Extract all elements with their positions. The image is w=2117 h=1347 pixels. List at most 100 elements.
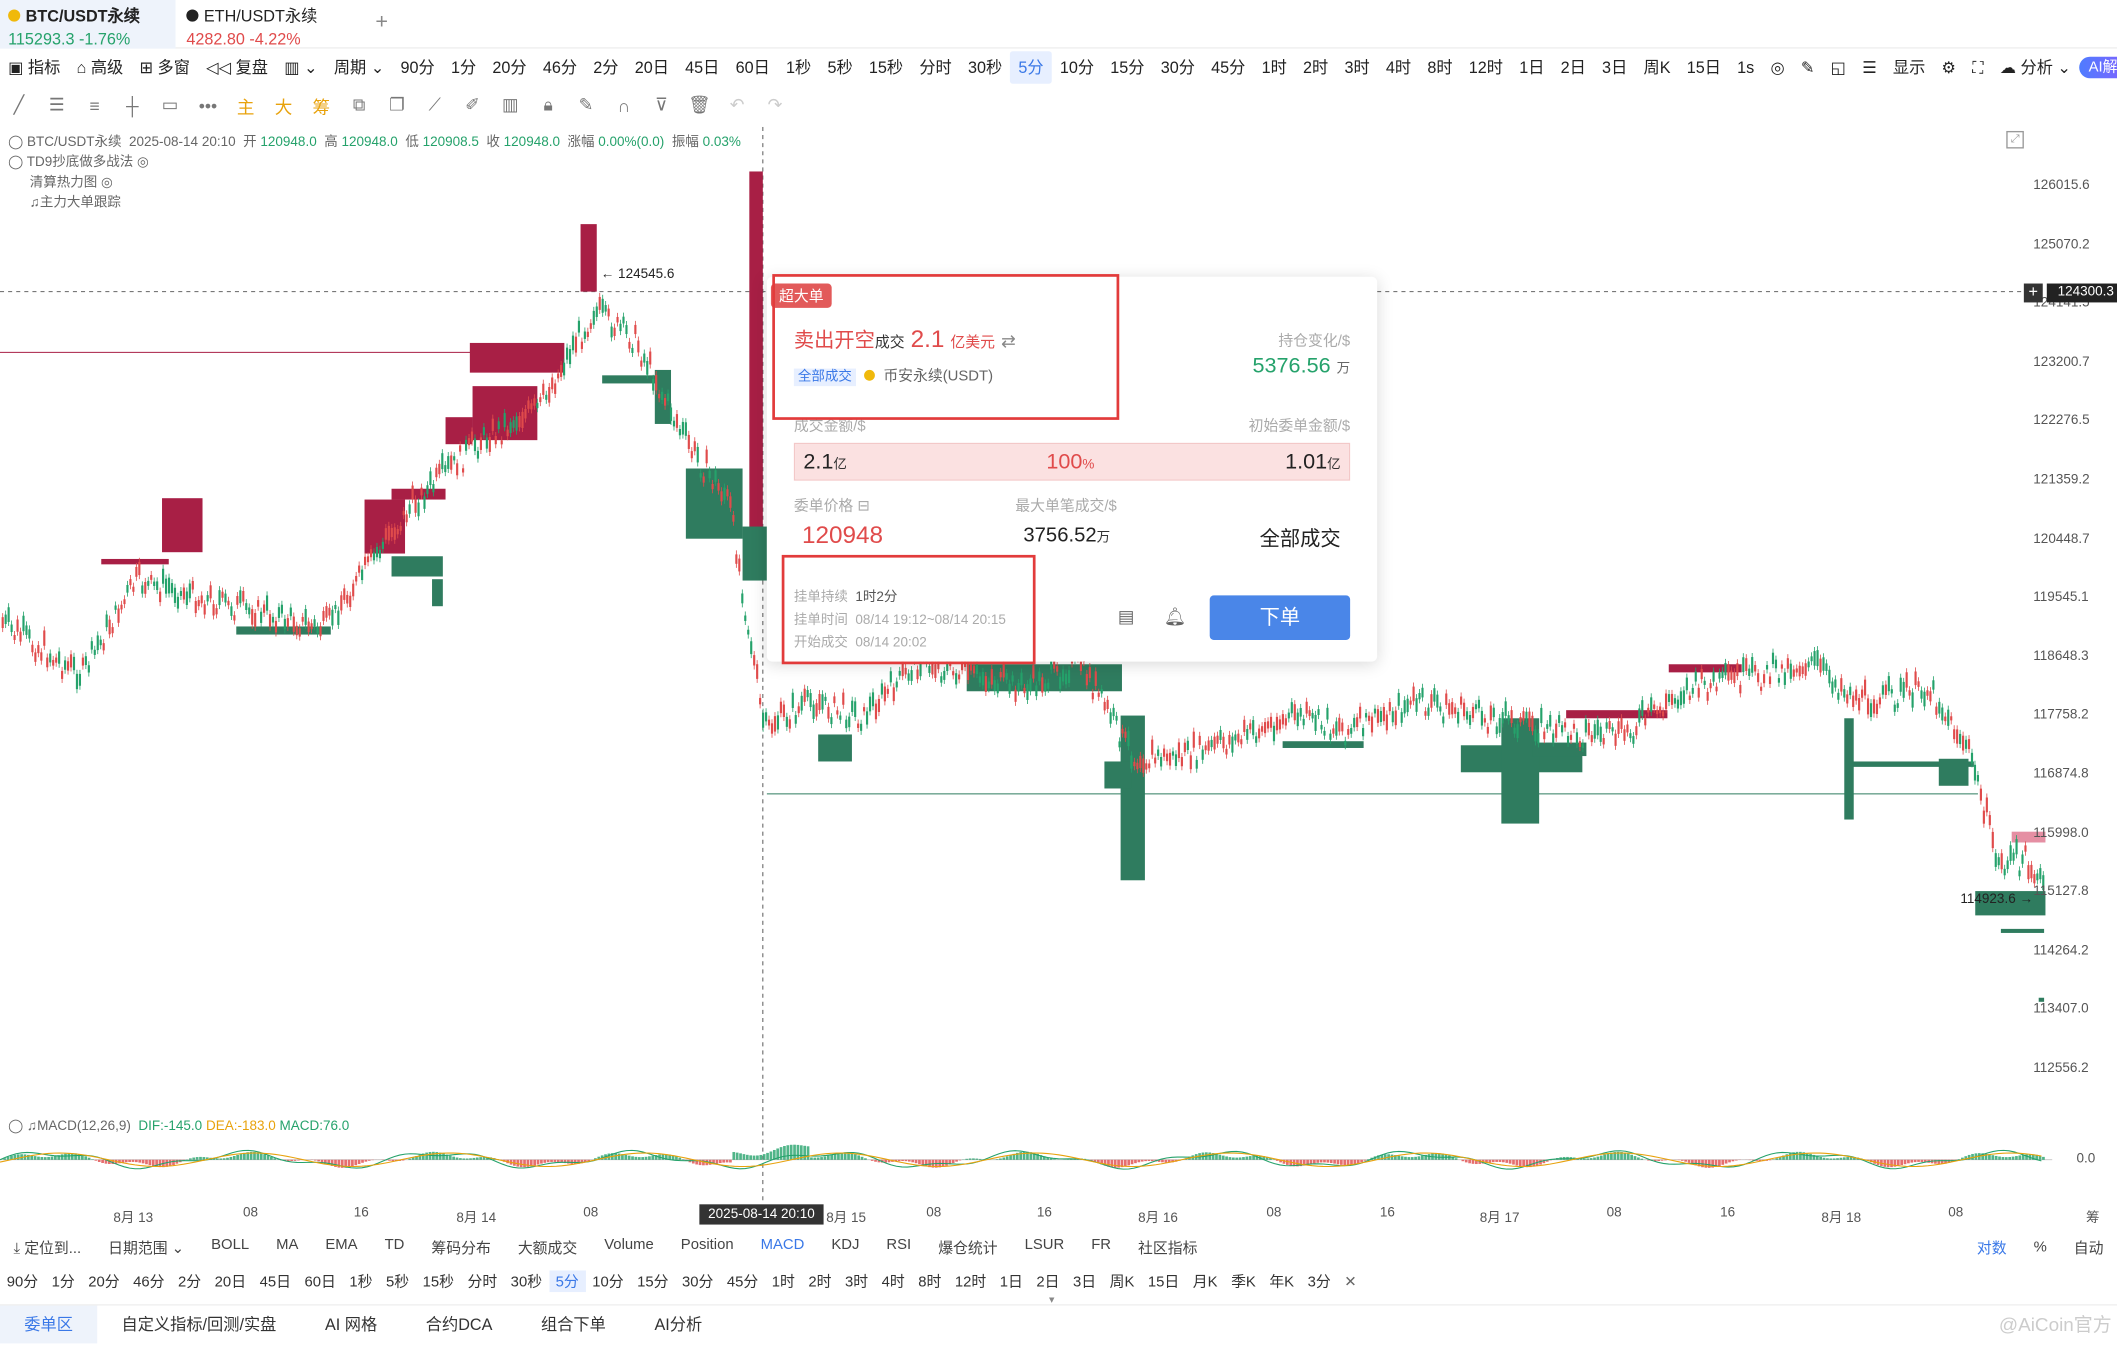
period-item-0[interactable]: 90分 bbox=[400, 58, 435, 77]
auto-toggle[interactable]: 自动 bbox=[2073, 1240, 2104, 1257]
fullscreen-icon[interactable]: ⛶ bbox=[1972, 58, 1984, 77]
add-tab-icon[interactable]: + bbox=[375, 10, 388, 34]
redo-icon[interactable]: ↷ bbox=[767, 94, 783, 115]
period-btn-0[interactable]: 90分 bbox=[6, 1274, 39, 1291]
date-range-dropdown[interactable]: 日期范围 ⌄ bbox=[108, 1240, 185, 1257]
period-btn-1[interactable]: 1分 bbox=[51, 1274, 75, 1291]
period-btn-9[interactable]: 5秒 bbox=[385, 1274, 410, 1291]
period-item-1[interactable]: 1分 bbox=[450, 58, 477, 77]
close-icon[interactable]: ✕ bbox=[1344, 1273, 1357, 1291]
indicator-item-7[interactable]: Position bbox=[680, 1236, 734, 1253]
indicator-item-10[interactable]: RSI bbox=[886, 1236, 912, 1253]
settings-icon[interactable]: ⚙ bbox=[1941, 58, 1957, 77]
period-item-26[interactable]: 3日 bbox=[1602, 58, 1628, 77]
indicator-item-9[interactable]: KDJ bbox=[831, 1236, 860, 1253]
main-toggle[interactable]: 主 bbox=[236, 96, 255, 117]
period-btn-15[interactable]: 15分 bbox=[637, 1274, 669, 1291]
period-btn-5[interactable]: 20日 bbox=[214, 1274, 247, 1291]
display-button[interactable]: 显示 bbox=[1892, 58, 1926, 77]
period-item-28[interactable]: 15日 bbox=[1686, 58, 1721, 77]
list-icon[interactable]: ☰ bbox=[1862, 58, 1877, 77]
replay-button[interactable]: ◁◁ 复盘 bbox=[206, 58, 269, 77]
period-btn-23[interactable]: 12时 bbox=[954, 1274, 987, 1291]
overlay-bigorder[interactable]: ♫主力大单跟踪 bbox=[29, 195, 121, 211]
period-btn-12[interactable]: 30秒 bbox=[510, 1274, 543, 1291]
period-btn-6[interactable]: 45日 bbox=[259, 1274, 291, 1291]
trash-icon[interactable]: 🗑︎ bbox=[688, 94, 711, 115]
period-btn-7[interactable]: 60日 bbox=[304, 1274, 336, 1291]
tab-btc[interactable]: BTC/USDT永续 115293.3 -1.76% bbox=[0, 0, 176, 49]
period-btn-19[interactable]: 2时 bbox=[808, 1274, 832, 1291]
ai-interpret-button[interactable]: AI解读 bbox=[2079, 56, 2117, 79]
period-item-16[interactable]: 30分 bbox=[1160, 58, 1195, 77]
period-btn-29[interactable]: 月K bbox=[1192, 1274, 1218, 1291]
period-item-19[interactable]: 2时 bbox=[1303, 58, 1329, 77]
bell-icon[interactable]: 🔔︎ bbox=[1163, 606, 1187, 627]
indicator-item-1[interactable]: MA bbox=[276, 1236, 299, 1253]
indicator-item-5[interactable]: 大额成交 bbox=[517, 1240, 578, 1257]
parallel-lines-icon[interactable]: ☰ bbox=[48, 94, 65, 115]
more-icon[interactable]: ••• bbox=[198, 95, 218, 116]
filter-icon[interactable]: ⊽ bbox=[655, 94, 668, 115]
period-btn-28[interactable]: 15日 bbox=[1147, 1274, 1180, 1291]
period-btn-32[interactable]: 3分 bbox=[1307, 1274, 1331, 1291]
trend-line-icon[interactable]: ╱ bbox=[13, 94, 25, 115]
pen-icon[interactable]: ✎ bbox=[1800, 58, 1815, 77]
period-btn-24[interactable]: 1日 bbox=[999, 1274, 1023, 1291]
period-item-4[interactable]: 2分 bbox=[593, 58, 619, 77]
period-item-14[interactable]: 10分 bbox=[1059, 58, 1095, 77]
bottom-tab-3[interactable]: 合约DCA bbox=[425, 1314, 493, 1334]
bottom-tab-0[interactable]: 委单区 bbox=[0, 1304, 98, 1343]
period-btn-11[interactable]: 分时 bbox=[467, 1274, 498, 1291]
bottom-tab-5[interactable]: AI分析 bbox=[654, 1314, 703, 1334]
window-icon[interactable]: ◱ bbox=[1830, 58, 1846, 77]
bottom-tab-2[interactable]: AI 网格 bbox=[324, 1314, 378, 1334]
chip-toggle[interactable]: 筹 bbox=[312, 96, 331, 117]
period-btn-3[interactable]: 46分 bbox=[133, 1274, 165, 1291]
place-order-button[interactable]: 下单 bbox=[1209, 595, 1351, 640]
camera-icon[interactable]: ◎ bbox=[1770, 58, 1785, 77]
period-item-11[interactable]: 分时 bbox=[919, 58, 952, 77]
overlay-td9[interactable]: ◯ TD9抄底做多战法 ◎ bbox=[8, 155, 149, 171]
period-item-24[interactable]: 1日 bbox=[1519, 58, 1545, 77]
bottom-tab-1[interactable]: 自定义指标/回测/实盘 bbox=[121, 1314, 277, 1334]
period-item-5[interactable]: 20日 bbox=[634, 58, 669, 77]
period-item-3[interactable]: 46分 bbox=[542, 58, 578, 77]
crosshair-add-icon[interactable]: + bbox=[2023, 283, 2043, 303]
period-item-8[interactable]: 1秒 bbox=[786, 58, 812, 77]
period-item-18[interactable]: 1时 bbox=[1261, 58, 1287, 77]
locate-button[interactable]: ⤓ 定位到... bbox=[13, 1240, 82, 1257]
period-item-20[interactable]: 3时 bbox=[1344, 58, 1370, 77]
brush-icon[interactable]: ✐ bbox=[465, 94, 480, 115]
period-btn-22[interactable]: 8时 bbox=[918, 1274, 942, 1291]
horizontal-line-icon[interactable]: ┼ bbox=[126, 95, 139, 116]
period-btn-17[interactable]: 45分 bbox=[726, 1274, 759, 1291]
advanced-button[interactable]: ⌂ 高级 bbox=[76, 58, 124, 77]
indicator-item-13[interactable]: FR bbox=[1091, 1236, 1112, 1253]
copy-icon[interactable]: ⧉ bbox=[352, 94, 366, 115]
period-btn-31[interactable]: 年K bbox=[1269, 1274, 1295, 1291]
period-item-17[interactable]: 45分 bbox=[1211, 58, 1246, 77]
indicator-item-11[interactable]: 爆仓统计 bbox=[938, 1240, 998, 1257]
indicator-item-6[interactable]: Volume bbox=[604, 1236, 654, 1253]
period-item-13[interactable]: 5分 bbox=[1010, 51, 1052, 84]
period-item-9[interactable]: 5秒 bbox=[827, 58, 853, 77]
ruler-icon[interactable]: ⟋ bbox=[428, 94, 441, 115]
period-btn-16[interactable]: 30分 bbox=[681, 1274, 714, 1291]
channel-icon[interactable]: ≡ bbox=[89, 95, 100, 116]
undo-icon[interactable]: ↶ bbox=[729, 94, 745, 115]
swap-icon[interactable]: ⇄ bbox=[1000, 330, 1016, 352]
period-btn-27[interactable]: 周K bbox=[1109, 1274, 1135, 1291]
period-dropdown[interactable]: 周期 ⌄ bbox=[333, 58, 385, 77]
bars-icon[interactable]: ▥ bbox=[502, 94, 519, 115]
edit-icon[interactable]: ✎ bbox=[578, 94, 594, 115]
log-scale-toggle[interactable]: 对数 bbox=[1976, 1240, 2007, 1257]
big-toggle[interactable]: 大 bbox=[274, 96, 293, 117]
period-item-21[interactable]: 4时 bbox=[1385, 58, 1412, 77]
period-btn-14[interactable]: 10分 bbox=[592, 1274, 624, 1291]
period-item-10[interactable]: 15秒 bbox=[868, 58, 904, 77]
period-btn-18[interactable]: 1时 bbox=[771, 1274, 795, 1291]
period-item-22[interactable]: 8时 bbox=[1427, 58, 1453, 77]
indicator-item-12[interactable]: LSUR bbox=[1024, 1236, 1065, 1253]
period-btn-21[interactable]: 4时 bbox=[881, 1274, 905, 1291]
